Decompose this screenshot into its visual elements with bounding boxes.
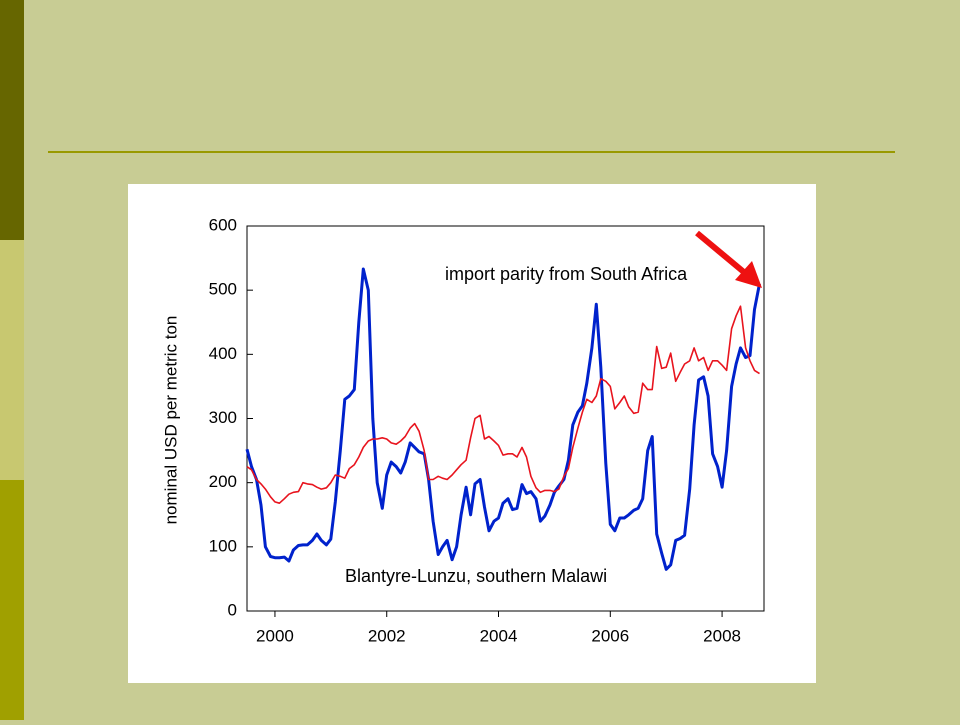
y-tick-label: 500	[209, 280, 237, 299]
series-annotation: Blantyre-Lunzu, southern Malawi	[345, 566, 607, 586]
x-tick-label: 2004	[480, 626, 518, 645]
y-tick-label: 200	[209, 472, 237, 491]
arrow-shaft	[695, 230, 747, 276]
x-tick-label: 2008	[703, 626, 741, 645]
series-line	[245, 267, 761, 571]
x-tick-label: 2006	[591, 626, 629, 645]
arrow-head	[735, 261, 762, 288]
y-tick-label: 100	[209, 536, 237, 555]
y-tick-label: 300	[209, 408, 237, 427]
series-line	[246, 305, 760, 505]
y-tick-label: 0	[228, 600, 237, 619]
series-annotation: import parity from South Africa	[445, 264, 688, 284]
y-tick-label: 600	[209, 215, 237, 234]
chart: 0 100 200 300 400 500 600 2000 2002 2004 2006 2008	[209, 215, 765, 645]
y-axis-label: nominal USD per metric ton	[161, 316, 180, 525]
side-bar-middle	[0, 240, 24, 480]
x-tick-label: 2002	[368, 626, 406, 645]
side-bar-top	[0, 0, 24, 240]
x-tick-label: 2000	[256, 626, 294, 645]
side-bar-bottom	[0, 480, 24, 720]
y-tick-label: 400	[209, 344, 237, 363]
